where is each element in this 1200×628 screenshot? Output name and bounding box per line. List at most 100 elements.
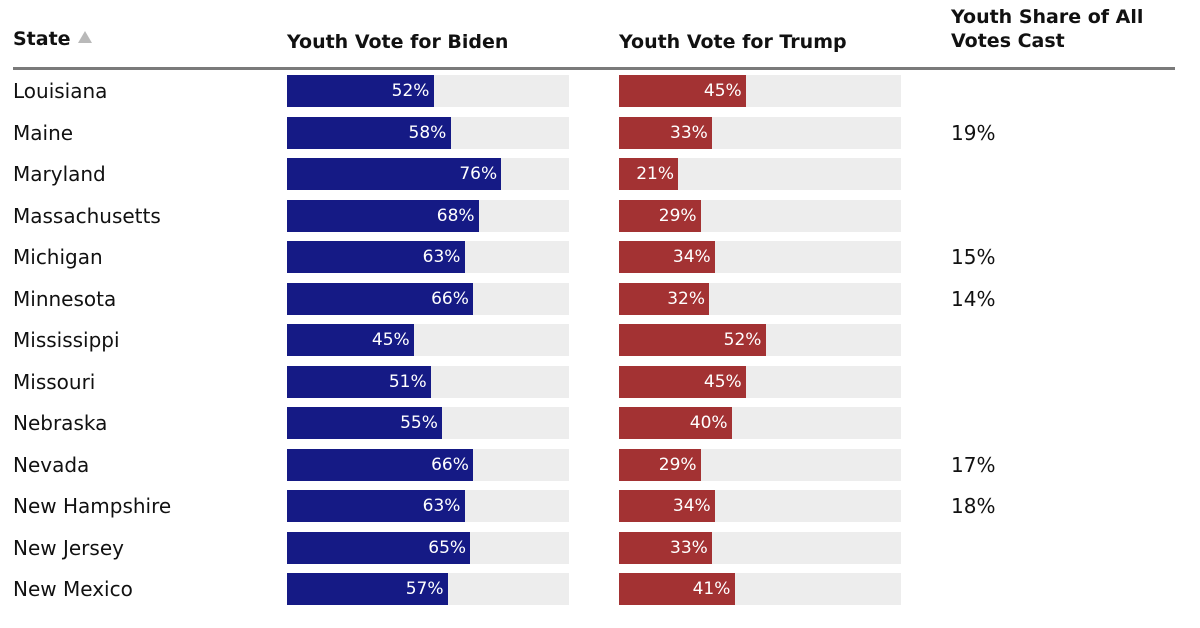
- trump-value-label: 34%: [672, 496, 711, 516]
- biden-value-label: 63%: [422, 496, 461, 516]
- trump-value-label: 29%: [658, 454, 697, 475]
- state-name: Minnesota: [13, 286, 117, 311]
- trump-bar: [619, 241, 715, 273]
- trump-value-label: 21%: [636, 164, 675, 184]
- biden-bar: [287, 448, 474, 481]
- biden-bar-track: 58%: [287, 116, 569, 149]
- trump-bar: [619, 75, 746, 107]
- biden-value-label: 68%: [436, 205, 475, 226]
- biden-bar: [287, 75, 434, 107]
- biden-bar: [287, 324, 414, 356]
- trump-value-label: 29%: [658, 205, 697, 226]
- table-row: Louisiana 52% 45%: [0, 75, 1200, 117]
- youth-share-value: 18%: [951, 494, 996, 518]
- trump-bar-track: 41%: [619, 573, 901, 605]
- trump-bar: [619, 199, 701, 232]
- biden-bar: [287, 365, 431, 398]
- biden-bar-track: 68%: [287, 199, 569, 232]
- biden-bar-track: 51%: [287, 365, 569, 398]
- trump-value-label: 40%: [689, 413, 728, 433]
- biden-bar: [287, 282, 474, 315]
- biden-bar-track: 76%: [287, 158, 569, 190]
- state-name: New Hampshire: [13, 494, 172, 518]
- table-row: Maryland 76% 21%: [0, 158, 1200, 200]
- trump-value-label: 41%: [692, 579, 731, 599]
- state-name: Missouri: [13, 369, 96, 394]
- biden-bar: [287, 158, 502, 190]
- trump-value-label: 33%: [670, 122, 708, 143]
- state-name: Mississippi: [13, 328, 120, 352]
- biden-bar: [287, 490, 465, 522]
- table-row: Mississippi 45% 52%: [0, 324, 1200, 366]
- biden-bar-track: 65%: [287, 531, 569, 564]
- state-name: Louisiana: [13, 79, 108, 103]
- state-name: Nebraska: [13, 411, 108, 435]
- table-row: Minnesota 66% 32% 14%: [0, 282, 1200, 325]
- biden-value-label: 45%: [371, 330, 410, 350]
- table-row: New Hampshire 63% 34% 18%: [0, 490, 1200, 532]
- biden-value-label: 51%: [388, 371, 427, 392]
- state-column-header[interactable]: State: [13, 28, 71, 50]
- sort-ascending-icon[interactable]: [78, 31, 92, 43]
- table-row: Nebraska 55% 40%: [0, 407, 1200, 449]
- biden-value-label: 55%: [400, 413, 438, 433]
- biden-value-label: 52%: [391, 81, 430, 101]
- state-name: Maine: [13, 120, 74, 145]
- header-divider: [13, 67, 1175, 70]
- trump-bar: [619, 531, 713, 564]
- trump-bar-track: 29%: [619, 448, 901, 481]
- trump-bar: [619, 324, 766, 356]
- trump-bar-track: 34%: [619, 241, 901, 273]
- biden-bar-track: 52%: [287, 75, 569, 107]
- biden-value-label: 57%: [405, 579, 444, 599]
- biden-column-header: Youth Vote for Biden: [287, 31, 509, 53]
- biden-bar: [287, 531, 471, 564]
- youth-share-column-header: Youth Share of All Votes Cast: [951, 6, 1144, 52]
- trump-bar: [619, 573, 735, 605]
- table-row: Massachusetts 68% 29%: [0, 199, 1200, 242]
- biden-bar: [287, 241, 465, 273]
- state-name: Nevada: [13, 452, 90, 477]
- trump-bar-track: 45%: [619, 365, 901, 398]
- trump-value-label: 45%: [703, 81, 742, 101]
- state-name: Maryland: [13, 162, 106, 186]
- biden-bar-track: 63%: [287, 490, 569, 522]
- youth-share-value: 17%: [951, 452, 996, 477]
- biden-value-label: 66%: [431, 454, 469, 475]
- state-name: Massachusetts: [13, 203, 161, 228]
- biden-bar: [287, 407, 443, 439]
- biden-value-label: 65%: [428, 537, 467, 558]
- trump-bar: [619, 158, 679, 190]
- youth-share-value: 19%: [951, 120, 996, 145]
- trump-bar-track: 33%: [619, 116, 901, 149]
- table-row: Maine 58% 33% 19%: [0, 116, 1200, 159]
- biden-value-label: 66%: [431, 288, 469, 309]
- table-row: Missouri 51% 45%: [0, 365, 1200, 408]
- biden-bar-track: 55%: [287, 407, 569, 439]
- trump-bar: [619, 490, 715, 522]
- table-row: New Jersey 65% 33%: [0, 531, 1200, 574]
- biden-value-label: 58%: [408, 122, 447, 143]
- youth-share-value: 14%: [951, 286, 996, 311]
- trump-bar: [619, 116, 713, 149]
- biden-bar: [287, 116, 451, 149]
- biden-bar: [287, 573, 448, 605]
- table-row: New Mexico 57% 41%: [0, 573, 1200, 615]
- table-row: Nevada 66% 29% 17%: [0, 448, 1200, 491]
- biden-bar-track: 66%: [287, 282, 569, 315]
- trump-bar: [619, 365, 746, 398]
- biden-bar-track: 63%: [287, 241, 569, 273]
- trump-value-label: 52%: [723, 330, 762, 350]
- biden-value-label: 63%: [422, 247, 461, 267]
- biden-bar: [287, 199, 479, 232]
- trump-value-label: 33%: [670, 537, 708, 558]
- trump-bar-track: 45%: [619, 75, 901, 107]
- trump-bar: [619, 448, 701, 481]
- trump-bar: [619, 282, 710, 315]
- trump-column-header: Youth Vote for Trump: [619, 31, 847, 53]
- state-name: New Jersey: [13, 535, 124, 560]
- biden-value-label: 76%: [459, 164, 498, 184]
- trump-bar-track: 29%: [619, 199, 901, 232]
- trump-bar-track: 34%: [619, 490, 901, 522]
- table-row: Michigan 63% 34% 15%: [0, 241, 1200, 283]
